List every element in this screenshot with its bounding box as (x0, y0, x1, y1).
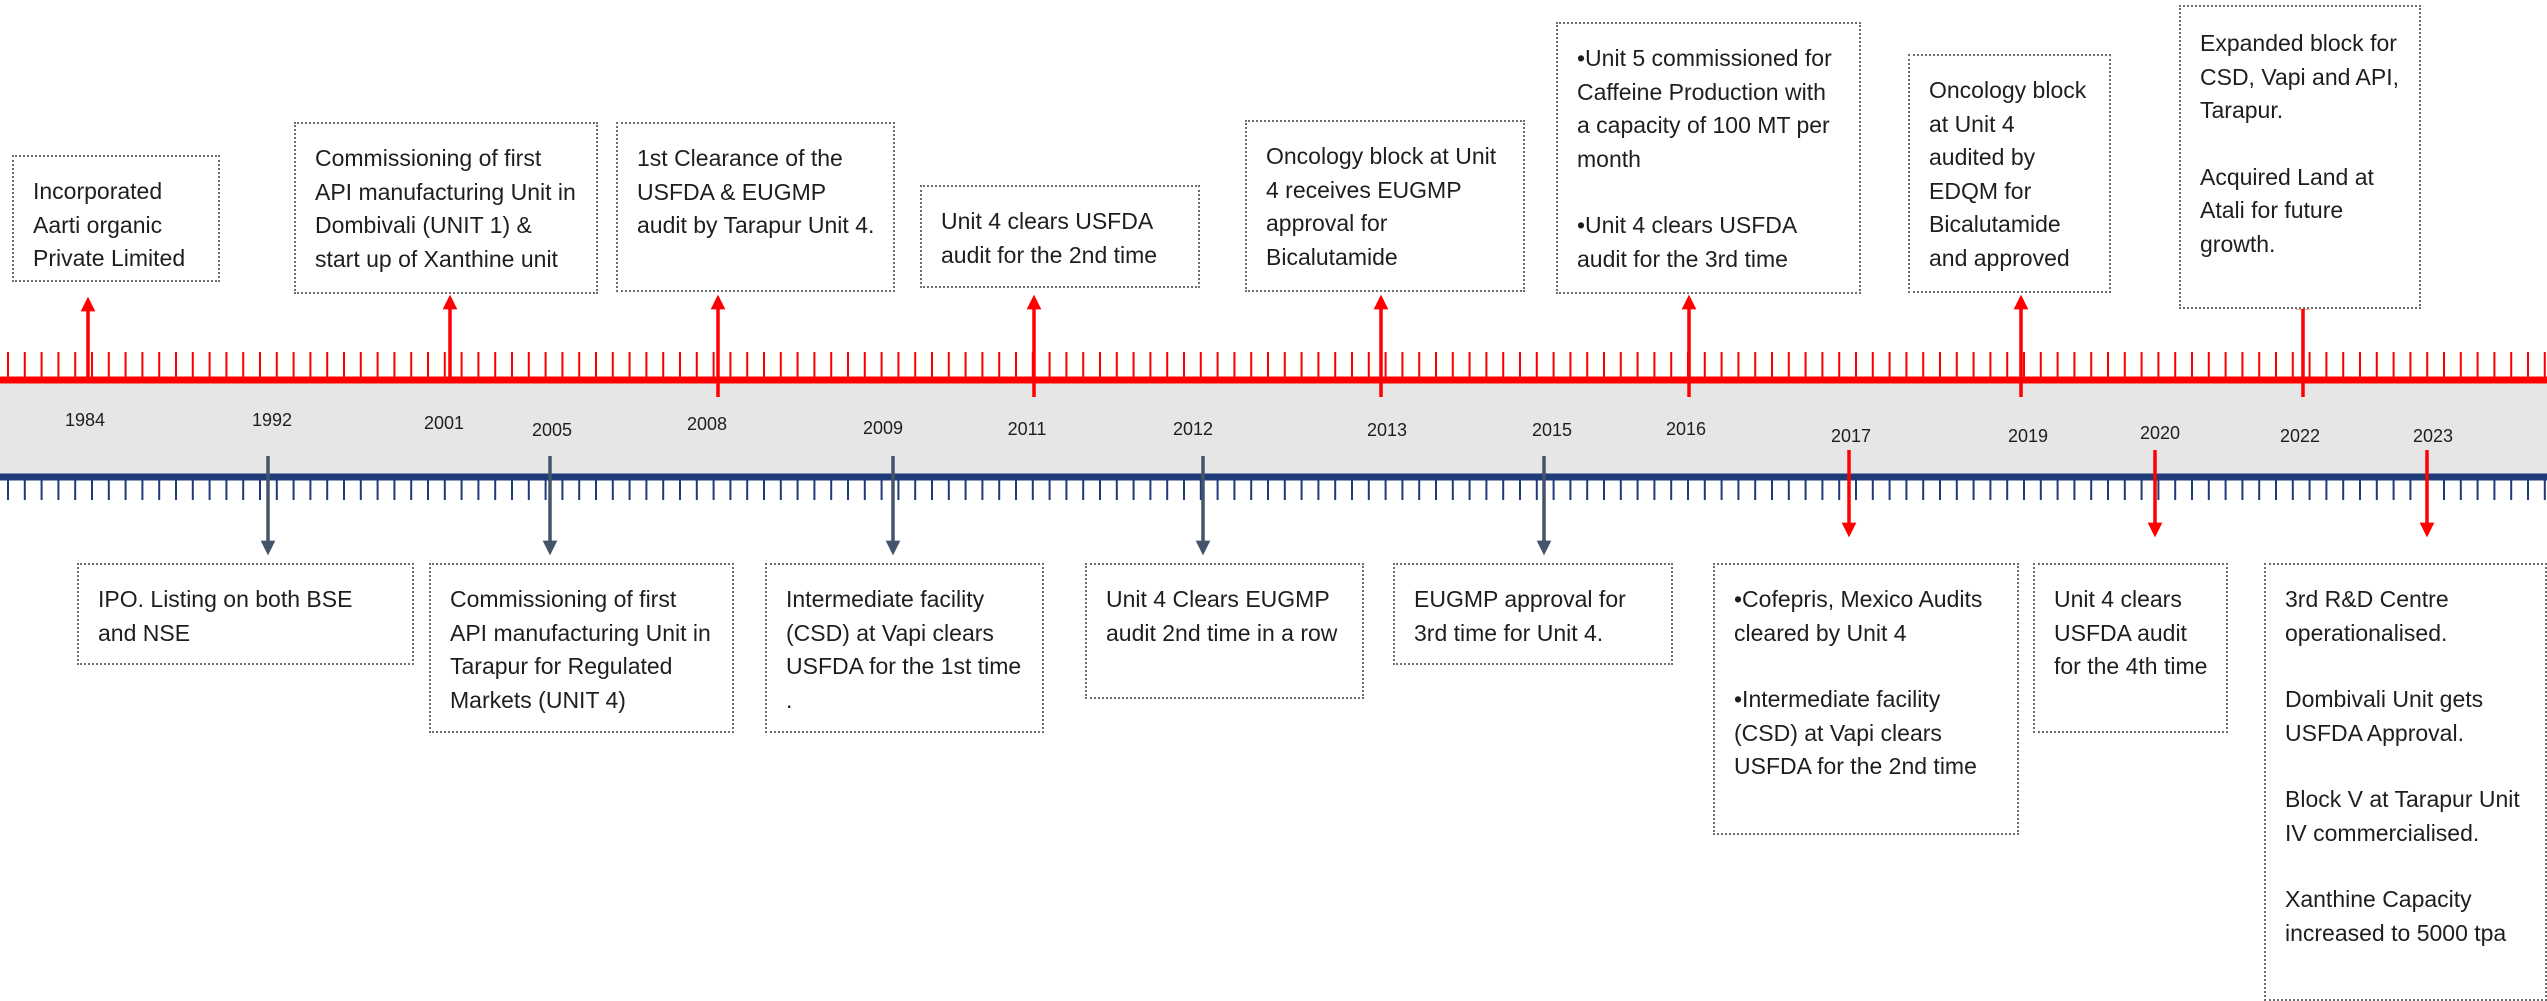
event-text-2013: Oncology block at Unit 4 receives EUGMP … (1266, 143, 1497, 270)
event-text-2022-a: Expanded block for CSD, Vapi and API, Ta… (2200, 30, 2400, 123)
event-text-1992: IPO. Listing on both BSE and NSE (98, 586, 353, 646)
year-label-2023: 2023 (2413, 426, 2453, 446)
year-label-2012: 2012 (1173, 419, 1213, 439)
event-box-2005: Commissioning of first API manufacturing… (429, 563, 734, 733)
year-label-2017: 2017 (1831, 426, 1871, 446)
event-text-2015: EUGMP approval for 3rd time for Unit 4. (1414, 586, 1626, 646)
year-label-2009: 2009 (863, 418, 903, 438)
event-text-2022-b: Acquired Land at Atali for future growth… (2200, 163, 2374, 257)
event-box-2009: Intermediate facility (CSD) at Vapi clea… (765, 563, 1044, 733)
event-text-2009: Intermediate facility (CSD) at Vapi clea… (786, 586, 1022, 713)
event-box-2020: Unit 4 clears USFDA audit for the 4th ti… (2033, 563, 2228, 733)
year-label-2011: 2011 (1008, 419, 1047, 439)
year-label-2015: 2015 (1532, 420, 1572, 440)
year-label-2016: 2016 (1666, 419, 1706, 439)
event-text-2023-a: 3rd R&D Centre operationalised. (2285, 586, 2449, 646)
year-label-2001: 2001 (424, 413, 464, 433)
event-text-2023-b: Dombivali Unit gets USFDA Approval. (2285, 686, 2484, 746)
year-label-1984: 1984 (65, 410, 105, 430)
timeline-band (0, 380, 2547, 478)
event-box-2017: •Cofepris, Mexico Audits cleared by Unit… (1713, 563, 2019, 835)
event-box-2023: 3rd R&D Centre operationalised. Dombival… (2264, 563, 2547, 1001)
event-text-2017-b: •Intermediate facility (CSD) at Vapi cle… (1734, 686, 1977, 779)
event-text-2020: Unit 4 clears USFDA audit for the 4th ti… (2054, 586, 2208, 679)
event-text-2012: Unit 4 Clears EUGMP audit 2nd time in a … (1106, 586, 1338, 646)
event-box-2013: Oncology block at Unit 4 receives EUGMP … (1245, 120, 1525, 292)
year-label-2022: 2022 (2280, 426, 2320, 446)
event-box-2019: Oncology block at Unit 4 audited by EDQM… (1908, 54, 2111, 293)
event-box-2022: Expanded block for CSD, Vapi and API, Ta… (2179, 5, 2421, 309)
event-text-2023-c: Block V at Tarapur Unit IV commercialise… (2285, 786, 2520, 846)
event-box-2008: 1st Clearance of the USFDA & EUGMP audit… (616, 122, 895, 292)
event-text-2005: Commissioning of first API manufacturing… (450, 586, 711, 713)
event-box-1984: Incorporated Aarti organic Private Limit… (12, 155, 220, 282)
event-text-2008: 1st Clearance of the USFDA & EUGMP audit… (637, 145, 875, 238)
event-text-2017-a: •Cofepris, Mexico Audits cleared by Unit… (1734, 586, 1983, 646)
event-box-1992: IPO. Listing on both BSE and NSE (77, 563, 414, 665)
event-text-2001: Commissioning of first API manufacturing… (315, 145, 576, 272)
top-tick-marks (7, 352, 2546, 380)
year-label-1992: 1992 (252, 410, 292, 430)
event-text-2011: Unit 4 clears USFDA audit for the 2nd ti… (941, 208, 1158, 268)
year-label-2020: 2020 (2140, 423, 2180, 443)
event-box-2001: Commissioning of first API manufacturing… (294, 122, 598, 294)
year-label-2008: 2008 (687, 414, 727, 434)
event-text-2023-d: Xanthine Capacity increased to 5000 tpa (2285, 886, 2507, 946)
bottom-tick-marks (7, 477, 2546, 500)
event-box-2011: Unit 4 clears USFDA audit for the 2nd ti… (920, 185, 1200, 288)
year-label-2013: 2013 (1367, 420, 1407, 440)
year-label-2005: 2005 (532, 420, 572, 440)
event-text-1984: Incorporated Aarti organic Private Limit… (33, 178, 186, 271)
event-box-2012: Unit 4 Clears EUGMP audit 2nd time in a … (1085, 563, 1364, 699)
event-box-2015: EUGMP approval for 3rd time for Unit 4. (1393, 563, 1673, 665)
event-text-2016-b: •Unit 4 clears USFDA audit for the 3rd t… (1577, 212, 1796, 272)
event-text-2019: Oncology block at Unit 4 audited by EDQM… (1929, 77, 2087, 271)
year-label-2019: 2019 (2008, 426, 2048, 446)
event-text-2016-a: •Unit 5 commissioned for Caffeine Produc… (1577, 45, 1832, 172)
event-box-2016: •Unit 5 commissioned for Caffeine Produc… (1556, 22, 1861, 294)
